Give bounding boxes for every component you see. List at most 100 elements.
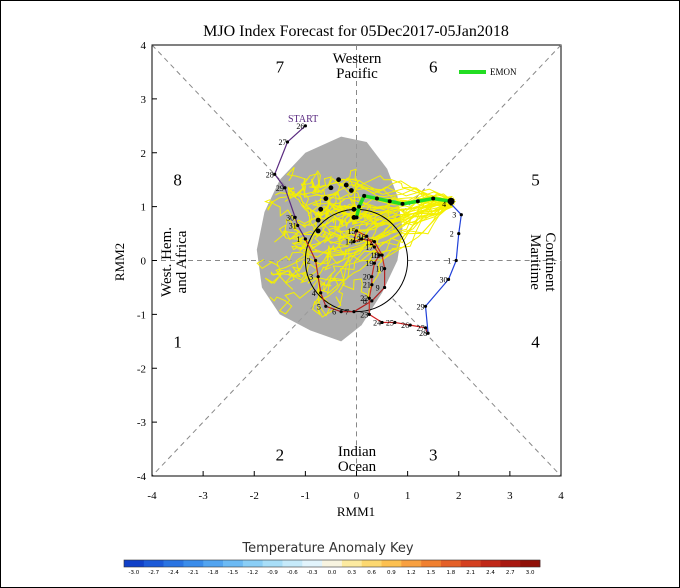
key-label-0: -3.0 [129,570,140,576]
mean-point-9 [351,206,357,212]
key-swatch-16 [440,560,462,567]
day-label-13: 7 [345,308,349,317]
observed-point-25 [372,261,376,265]
key-label-12: 0.6 [367,570,376,576]
ensemble-member-4 [264,196,448,229]
key-swatch-20 [520,560,541,567]
region-label-top-line1: Western [333,51,382,67]
observed-segment-17 [373,241,383,256]
observed-point-19 [360,237,364,241]
observed-point-6 [296,223,300,228]
emon-point-4 [400,201,405,206]
key-label-6: -1.2 [247,570,258,576]
key-label-2: -2.4 [168,570,179,576]
ensemble-member-35 [300,198,447,287]
phase-label-5: 5 [531,171,540,190]
day-label-17: 11 [373,251,381,260]
key-label-8: -0.6 [287,570,298,576]
observed-point-3 [273,172,277,176]
day-label-14: 8 [363,297,367,306]
key-swatch-4 [203,560,224,567]
key-label-20: 3.0 [526,570,535,576]
emon-point-6 [374,196,379,201]
emon-forecast-track [354,193,455,220]
day-label-23: 17 [365,243,373,252]
observed-point-7 [303,237,307,241]
observed-segment-36 [447,260,457,280]
region-label-bottom-line1: Indian [338,444,377,460]
x-tick-label-7: 3 [507,490,513,502]
observed-segment-8 [315,260,319,277]
day-label-31: 25 [386,318,394,327]
key-label-16: 1.8 [446,570,455,576]
observed-segment-3 [274,173,286,189]
ensemble-member-13 [314,182,450,206]
day-label-38: 2 [450,230,454,239]
ensemble-member-30 [297,197,453,252]
observed-point-18 [372,240,376,244]
day-label-39: 3 [452,211,456,220]
key-border [123,559,541,568]
key-swatch-18 [480,560,501,567]
x-tick-label-6: 2 [456,490,462,502]
day-label-7: 1 [296,235,300,244]
day-label-33: 27 [417,324,425,333]
divider-ne [392,44,562,223]
phase-label-7: 7 [276,58,285,77]
key-swatch-19 [500,560,521,567]
ensemble-member-34 [286,167,454,207]
ensemble-member-32 [269,202,455,315]
key-swatch-1 [143,560,164,567]
x-tick-label-2: -2 [250,490,259,502]
observed-segment-7 [304,238,317,261]
key-swatch-11 [341,560,363,567]
observed-segment-31 [394,321,411,326]
ensemble-member-26 [264,205,453,284]
observed-point-10 [319,291,323,295]
x-tick-label-3: -1 [301,490,310,502]
day-label-20: 14 [345,238,353,247]
ensemble-member-7 [339,168,455,203]
day-label-40: 4 [442,200,446,209]
emon-point-1 [447,197,455,205]
y-tick-label-1: -3 [137,417,147,429]
day-label-35: 29 [417,302,425,311]
divider-se [392,298,562,477]
day-label-24: 18 [371,251,379,260]
chart-title: MJO Index Forecast for 05Dec2017-05Jan20… [203,23,509,40]
ensemble-member-40 [327,198,452,218]
observed-point-1 [303,124,307,128]
day-label-16: 10 [376,265,384,274]
key-swatch-8 [282,560,303,567]
key-swatch-7 [262,560,283,567]
observed-point-38 [457,231,461,236]
observed-segment-37 [455,233,460,261]
observed-segment-34 [424,306,429,334]
x-tick-label-8: 4 [558,490,564,502]
key-title: Temperature Anomaly Key [241,541,414,556]
observed-point-13 [352,310,356,314]
key-swatch-17 [460,560,481,567]
mean-point-4 [328,185,334,191]
observed-segment-20 [353,230,358,242]
phase-label-3: 3 [429,445,438,464]
region-label-right-line2: Continent [542,232,558,292]
mean-point-3 [336,177,342,183]
mean-point-8 [315,228,321,234]
y-tick-label-8: 4 [141,40,147,52]
key-label-11: 0.3 [347,570,356,576]
observed-point-8 [314,258,318,263]
key-label-13: 0.9 [387,570,396,576]
day-label-1: 26 [296,122,304,131]
key-swatch-2 [163,560,184,567]
observed-point-23 [372,245,376,249]
key-swatch-0 [124,560,145,567]
observed-track [273,124,463,335]
observed-point-21 [354,229,359,233]
observed-point-24 [377,253,382,257]
temperature-anomaly-key: -3.0 -2.7 -2.4 -2.1 -1.8 -1.5 -1.2 -0.9 -0.6 -0.3… [123,559,541,576]
ensemble-member-11 [300,197,455,244]
key-label-1: -2.7 [148,570,159,576]
key-label-5: -1.5 [228,570,239,576]
y-tick-label-6: 2 [141,148,147,160]
